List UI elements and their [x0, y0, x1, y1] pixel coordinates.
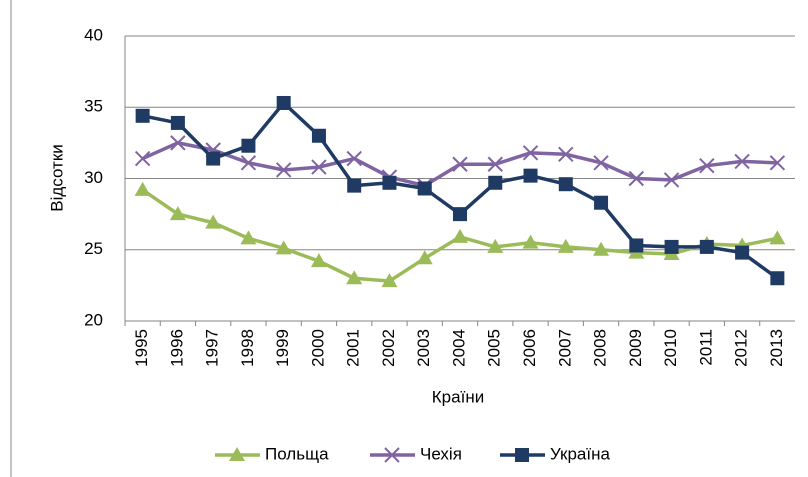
- marker: [452, 228, 468, 243]
- marker: [170, 135, 186, 151]
- marker: [417, 181, 432, 196]
- x-tick-label: 1999: [273, 329, 292, 367]
- marker: [275, 162, 292, 178]
- x-tick-label: 2012: [732, 329, 751, 367]
- legend-label: Україна: [550, 444, 610, 463]
- marker: [346, 150, 362, 167]
- marker: [558, 146, 574, 162]
- x-tick-label: 2011: [696, 329, 715, 366]
- marker: [384, 447, 400, 463]
- x-tick-label: 2003: [414, 329, 433, 367]
- marker: [522, 234, 539, 249]
- marker: [310, 253, 327, 268]
- marker: [134, 181, 151, 196]
- marker: [735, 245, 750, 260]
- x-tick-label: 2007: [555, 329, 574, 367]
- marker: [734, 153, 750, 170]
- marker: [135, 108, 150, 123]
- marker: [169, 206, 186, 221]
- y-tick-label: 35: [84, 97, 103, 116]
- marker: [770, 271, 785, 286]
- marker: [241, 138, 256, 153]
- y-tick-label: 25: [84, 239, 103, 258]
- x-tick-label: 2010: [661, 329, 680, 367]
- x-tick-label: 1996: [167, 329, 186, 367]
- marker: [205, 214, 222, 229]
- y-tick-label: 30: [84, 168, 103, 187]
- marker: [593, 241, 610, 256]
- marker: [206, 151, 221, 166]
- x-tick-label: 2001: [344, 329, 363, 367]
- marker: [452, 156, 468, 172]
- marker: [488, 175, 503, 190]
- marker: [382, 175, 397, 190]
- marker: [487, 238, 504, 253]
- marker: [347, 178, 362, 193]
- y-tick-label: 40: [84, 25, 103, 44]
- x-tick-label: 1995: [132, 329, 151, 367]
- marker: [515, 448, 529, 462]
- x-tick-label: 1997: [203, 329, 222, 367]
- marker: [593, 155, 609, 171]
- marker: [594, 195, 609, 210]
- marker: [629, 238, 644, 253]
- marker: [699, 239, 714, 254]
- marker: [346, 270, 363, 285]
- marker: [699, 157, 715, 174]
- y-axis-label: Відсотки: [47, 144, 66, 212]
- marker: [229, 447, 245, 461]
- marker: [769, 230, 786, 245]
- legend-label: Польща: [265, 444, 329, 463]
- marker: [663, 172, 680, 188]
- marker: [381, 273, 398, 288]
- x-tick-label: 2000: [308, 329, 327, 367]
- marker: [311, 159, 327, 175]
- marker: [134, 150, 151, 167]
- x-tick-label: 2009: [626, 329, 645, 367]
- marker: [453, 207, 467, 222]
- x-tick-label: 2013: [767, 329, 786, 367]
- marker: [558, 177, 573, 192]
- x-tick-label: 2002: [379, 329, 398, 367]
- marker: [523, 168, 538, 183]
- marker: [487, 156, 503, 172]
- x-tick-label: 2006: [520, 329, 539, 367]
- marker: [416, 250, 433, 265]
- x-axis-label: Країни: [432, 387, 484, 406]
- marker: [276, 95, 291, 110]
- x-tick-label: 2004: [449, 329, 468, 367]
- marker: [170, 115, 185, 130]
- marker: [522, 145, 539, 161]
- marker: [240, 230, 257, 245]
- x-tick-label: 1998: [238, 329, 257, 367]
- legend-label: Чехія: [420, 444, 462, 463]
- marker: [664, 239, 679, 254]
- marker: [311, 128, 326, 143]
- marker: [769, 155, 786, 171]
- x-tick-label: 2005: [485, 329, 504, 367]
- x-tick-label: 2008: [591, 329, 610, 367]
- y-tick-label: 20: [84, 310, 103, 329]
- marker: [275, 240, 292, 255]
- marker: [240, 155, 257, 171]
- marker: [557, 238, 574, 253]
- marker: [628, 170, 645, 187]
